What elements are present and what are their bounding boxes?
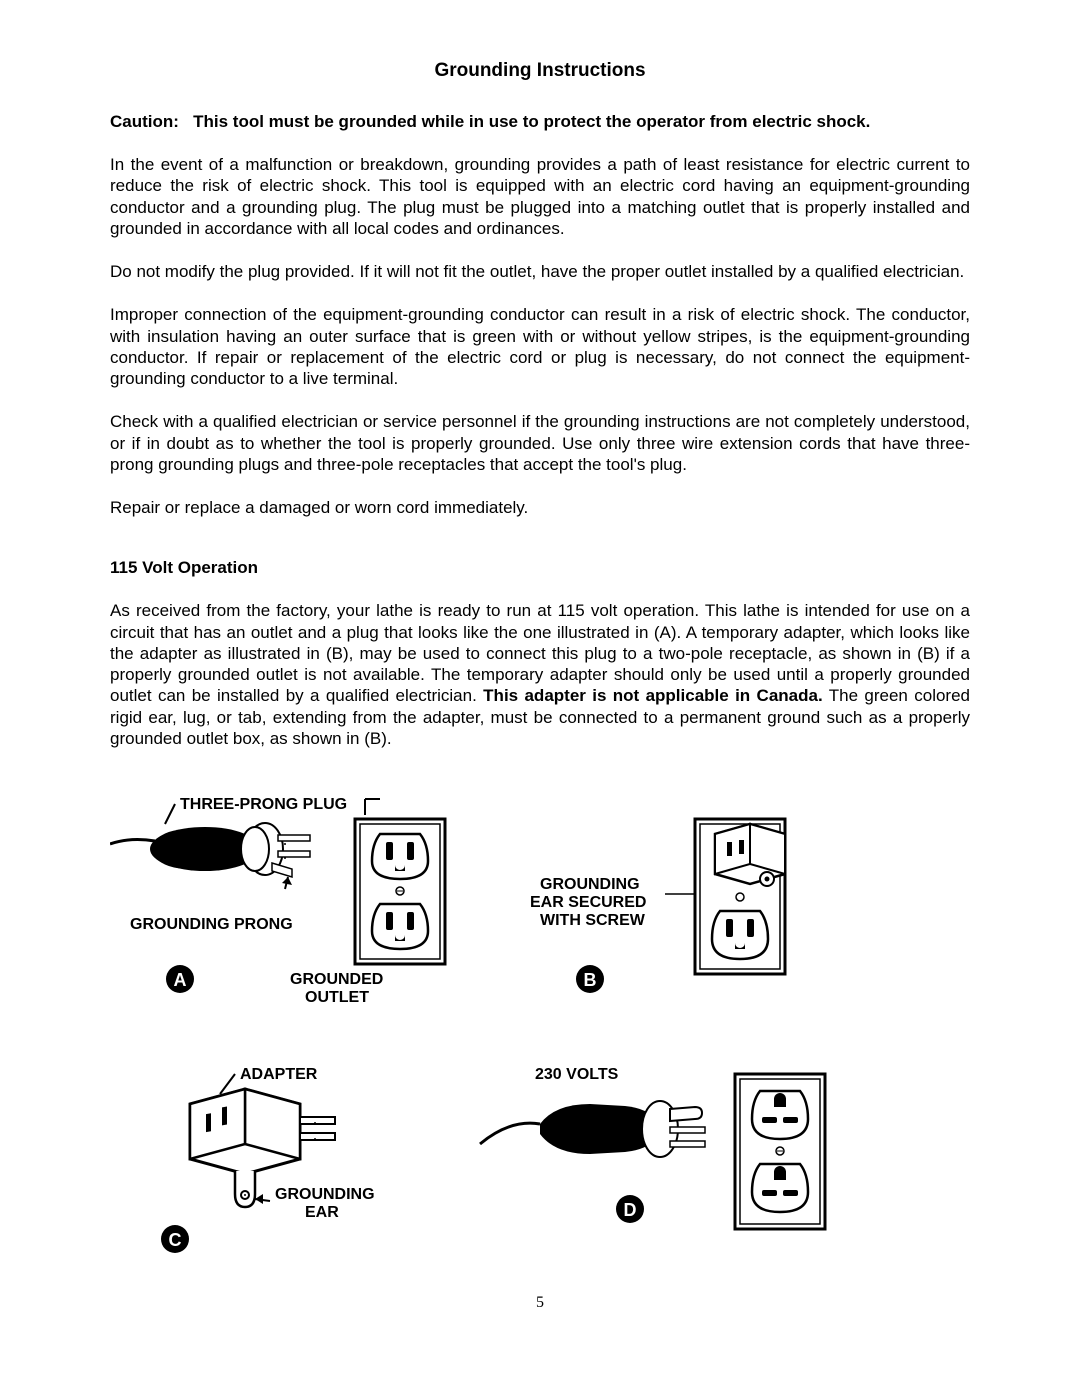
label-ear-secured-2: EAR SECURED: [530, 894, 646, 911]
label-adapter: ADAPTER: [240, 1066, 318, 1083]
grounding-figure: THREE-PRONG PLUG GR: [110, 789, 970, 1264]
panel-c: ADAPTER: [161, 1066, 375, 1253]
paragraph-1: In the event of a malfunction or breakdo…: [110, 154, 970, 239]
marker-c: C: [169, 1230, 182, 1250]
label-grounding-ear-2: EAR: [305, 1204, 339, 1221]
panel-d: 230 VOLTS: [480, 1066, 825, 1229]
page-number: 5: [110, 1294, 970, 1312]
caution-text: This tool must be grounded while in use …: [193, 112, 870, 131]
panel-a: THREE-PRONG PLUG GR: [110, 796, 445, 1006]
label-grounding-ear-1: GROUNDING: [275, 1186, 375, 1203]
marker-b: B: [584, 970, 597, 990]
label-ear-secured-3: WITH SCREW: [540, 912, 646, 929]
label-230v: 230 VOLTS: [535, 1066, 619, 1083]
p6-bold: This adapter is not applicable in Canada…: [483, 686, 823, 705]
label-grounding-prong: GROUNDING PRONG: [130, 916, 293, 933]
caution-label: Caution:: [110, 112, 179, 131]
paragraph-3: Improper connection of the equipment-gro…: [110, 304, 970, 389]
marker-a: A: [174, 970, 187, 990]
page: Grounding Instructions Caution: This too…: [0, 0, 1080, 1352]
page-title: Grounding Instructions: [110, 60, 970, 82]
paragraph-6: As received from the factory, your lathe…: [110, 600, 970, 749]
paragraph-5: Repair or replace a damaged or worn cord…: [110, 497, 970, 518]
label-grounded-outlet-1: GROUNDED: [290, 971, 383, 988]
caution-line: Caution: This tool must be grounded whil…: [110, 112, 970, 132]
paragraph-4: Check with a qualified electrician or se…: [110, 411, 970, 475]
label-three-prong: THREE-PRONG PLUG: [180, 796, 347, 813]
label-grounded-outlet-2: OUTLET: [305, 989, 369, 1006]
marker-d: D: [624, 1200, 637, 1220]
paragraph-2: Do not modify the plug provided. If it w…: [110, 261, 970, 282]
subheading-115v: 115 Volt Operation: [110, 558, 970, 578]
panel-b: GROUNDING EAR SECURED WITH SCREW: [530, 819, 785, 993]
label-ear-secured-1: GROUNDING: [540, 876, 640, 893]
